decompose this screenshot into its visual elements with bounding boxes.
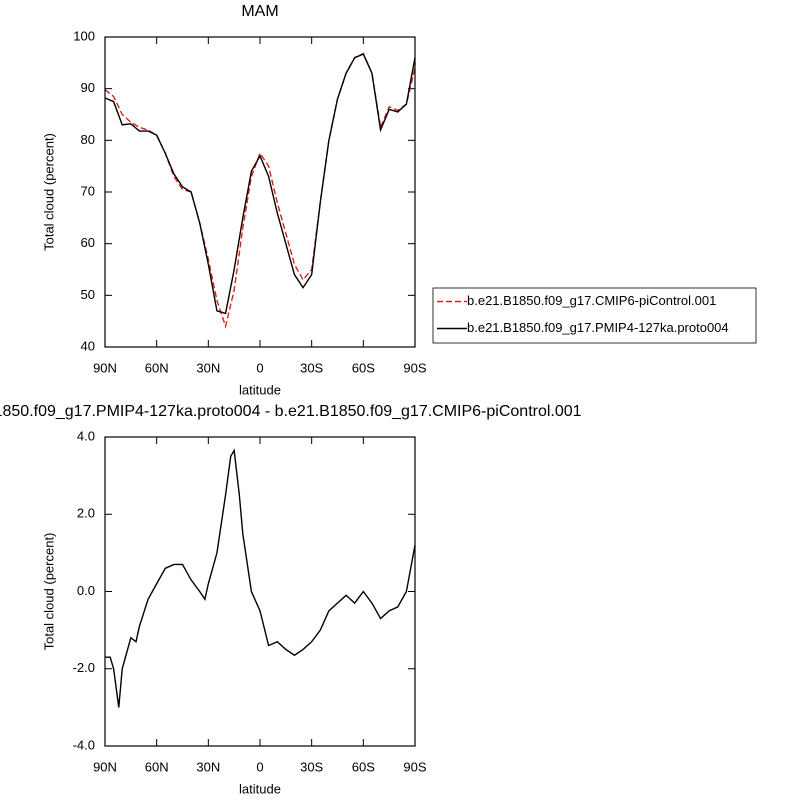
y-tick-label: -4.0	[73, 737, 95, 752]
plot-frame	[104, 36, 416, 348]
x-axis-label: latitude	[239, 382, 281, 397]
x-tick-label: 0	[256, 360, 263, 375]
x-tick-label: 60N	[145, 759, 169, 774]
data-line	[104, 52, 416, 329]
y-tick-label: 70	[81, 183, 95, 198]
y-tick-label: 60	[81, 235, 95, 250]
y-tick-label: 4.0	[77, 428, 95, 443]
x-tick-label: 30S	[300, 360, 323, 375]
x-tick-label: 60S	[352, 759, 375, 774]
y-axis-label: Total cloud (percent)	[41, 533, 56, 651]
y-tick-label: 2.0	[77, 506, 95, 521]
x-tick-label: 90N	[93, 360, 117, 375]
x-tick-label: 90S	[403, 360, 426, 375]
x-tick-label: 60S	[352, 360, 375, 375]
y-tick-label: 40	[81, 338, 95, 353]
chart-title: MAM	[241, 3, 278, 20]
y-tick-label: -2.0	[73, 660, 95, 675]
plot-frame	[104, 436, 416, 747]
chart-title: b.e21.B1850.f09_g17.PMIP4-127ka.proto004…	[0, 403, 582, 420]
legend-box	[432, 287, 757, 344]
x-tick-label: 0	[256, 759, 263, 774]
y-axis-label: Total cloud (percent)	[41, 133, 56, 251]
y-tick-label: 0.0	[77, 583, 95, 598]
x-axis-label: latitude	[239, 781, 281, 796]
y-tick-label: 50	[81, 287, 95, 302]
data-line	[104, 53, 416, 315]
y-tick-label: 80	[81, 132, 95, 147]
y-tick-label: 90	[81, 80, 95, 95]
legend-label: b.e21.B1850.f09_g17.CMIP6-piControl.001	[467, 293, 716, 308]
x-tick-label: 60N	[145, 360, 169, 375]
x-tick-label: 90S	[403, 759, 426, 774]
data-line	[105, 448, 416, 708]
y-tick-label: 100	[73, 28, 95, 43]
x-tick-label: 30N	[196, 360, 220, 375]
x-tick-label: 30S	[300, 759, 323, 774]
legend-label: b.e21.B1850.f09_g17.PMIP4-127ka.proto004	[467, 320, 729, 335]
x-tick-label: 90N	[93, 759, 117, 774]
x-tick-label: 30N	[196, 759, 220, 774]
